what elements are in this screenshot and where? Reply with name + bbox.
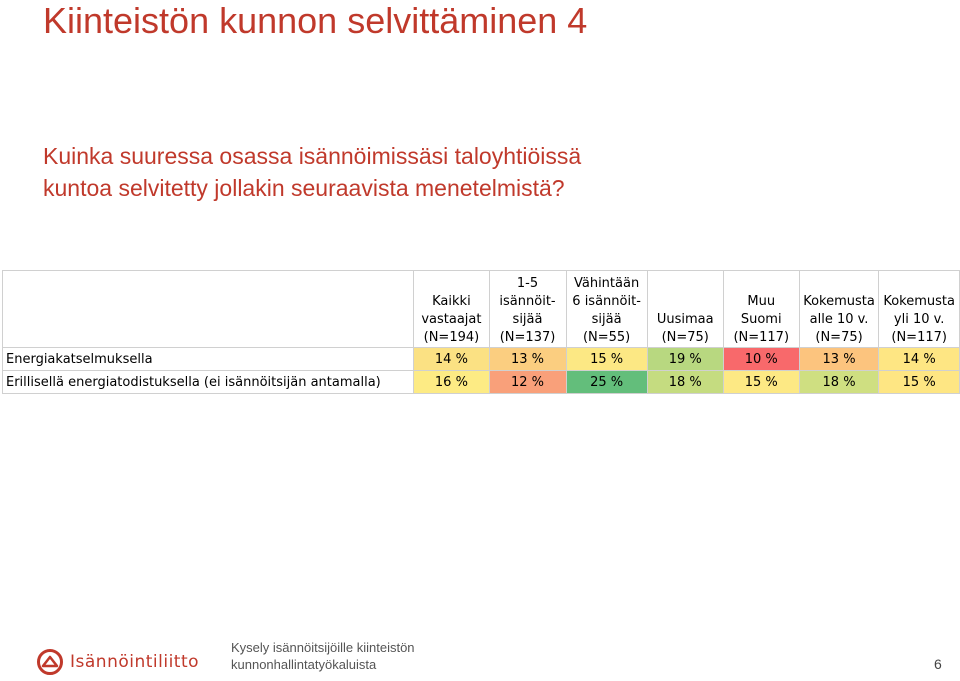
value-cell: 15 % [565, 347, 648, 371]
column-header: Kokemusta alle 10 v. (N=75) [798, 270, 880, 348]
value-cell: 13 % [488, 347, 567, 371]
value-cell: 14 % [413, 347, 490, 371]
value-cell: 18 % [646, 370, 724, 394]
value-cell: 19 % [646, 347, 724, 371]
column-header-line3: sijää [512, 312, 543, 327]
column-header: 1-5 isännöit-sijää (N=137) [488, 270, 567, 348]
column-header-line1 [724, 275, 799, 293]
table-row: Energiakatselmuksella 14 % 13 % 15 % 19 % 10 … [1, 347, 960, 371]
column-header-line4: (N=117) [891, 330, 947, 345]
column-header-line4: (N=75) [661, 330, 709, 345]
column-header-line3: alle 10 v. [809, 312, 869, 327]
corner-cell [1, 270, 415, 348]
logo-text: Isännöintiliitto [70, 652, 200, 672]
column-header-line4: (N=117) [733, 330, 790, 345]
table-row: Erillisellä energiatodistuksella (ei isä… [1, 370, 960, 394]
footer-line-1: Kysely isännöitsijöille kiinteistön [231, 640, 415, 655]
logo-icon [37, 649, 63, 675]
column-header-line4: (N=75) [815, 330, 863, 345]
column-header-line2: 6 isännöit- [572, 294, 641, 309]
column-header: Kokemusta yli 10 v. (N=117) [878, 270, 960, 348]
column-header-line1 [800, 275, 879, 293]
header-row: Kaikki vastaajat (N=194) 1-5 isännöit-sijää (… [1, 270, 960, 348]
page-number: 6 [934, 656, 942, 672]
column-header-line4: (N=137) [499, 330, 556, 345]
column-header: Kaikki vastaajat (N=194) [413, 270, 490, 348]
column-header: Uusimaa (N=75) [646, 270, 724, 348]
column-header-line2: Kaikki [432, 294, 471, 309]
value-cell: 15 % [722, 370, 800, 394]
question-line-2: kuntoa selvitetty jollakin seuraavista m… [43, 175, 565, 201]
column-header-line2 [648, 293, 723, 311]
value-cell: 18 % [798, 370, 880, 394]
column-header-line2: Kokemusta [803, 294, 875, 309]
results-table: Kaikki vastaajat (N=194) 1-5 isännöit-sijää (… [1, 270, 960, 394]
question-line-1: Kuinka suuressa osassa isännöimissäsi ta… [43, 143, 582, 169]
value-cell: 15 % [878, 370, 960, 394]
table-body: Energiakatselmuksella 14 % 13 % 15 % 19 % 10 … [1, 347, 960, 394]
column-header-line3: vastaajat [421, 312, 482, 327]
question-text: Kuinka suuressa osassa isännöimissäsi ta… [43, 140, 581, 204]
footer-line-2: kunnonhallintatyökaluista [231, 657, 377, 672]
value-cell: 14 % [878, 347, 960, 371]
footer-caption: Kysely isännöitsijöille kiinteistön kunn… [231, 639, 415, 673]
row-label: Erillisellä energiatodistuksella (ei isä… [1, 370, 415, 394]
column-header-line2: isännöit- [499, 294, 556, 309]
slide-title: Kiinteistön kunnon selvittäminen 4 [43, 0, 588, 41]
value-cell: 12 % [488, 370, 567, 394]
column-header-line3: Uusimaa [656, 312, 714, 327]
column-header-line1 [879, 275, 959, 293]
column-header-line4: (N=55) [582, 330, 631, 345]
value-cell: 13 % [798, 347, 880, 371]
column-header-line1 [414, 275, 488, 293]
column-header: Muu Suomi (N=117) [722, 270, 800, 348]
column-header-line3: yli 10 v. [893, 312, 945, 327]
column-header: Vähintään 6 isännöit-sijää (N=55) [565, 270, 648, 348]
row-label: Energiakatselmuksella [1, 347, 415, 371]
column-header-line2: Kokemusta [883, 294, 955, 309]
value-cell: 10 % [722, 347, 800, 371]
value-cell: 16 % [413, 370, 490, 394]
column-header-line1: 1-5 [516, 276, 539, 291]
column-header-line1 [648, 275, 723, 293]
value-cell: 25 % [565, 370, 648, 394]
column-header-line1: Vähintään [573, 276, 640, 291]
column-header-line3: Suomi [740, 312, 782, 327]
footer-logo: Isännöintiliitto [36, 648, 199, 676]
column-header-line3: sijää [591, 312, 622, 327]
column-header-line4: (N=194) [423, 330, 480, 345]
column-header-line2: Muu [747, 294, 776, 309]
